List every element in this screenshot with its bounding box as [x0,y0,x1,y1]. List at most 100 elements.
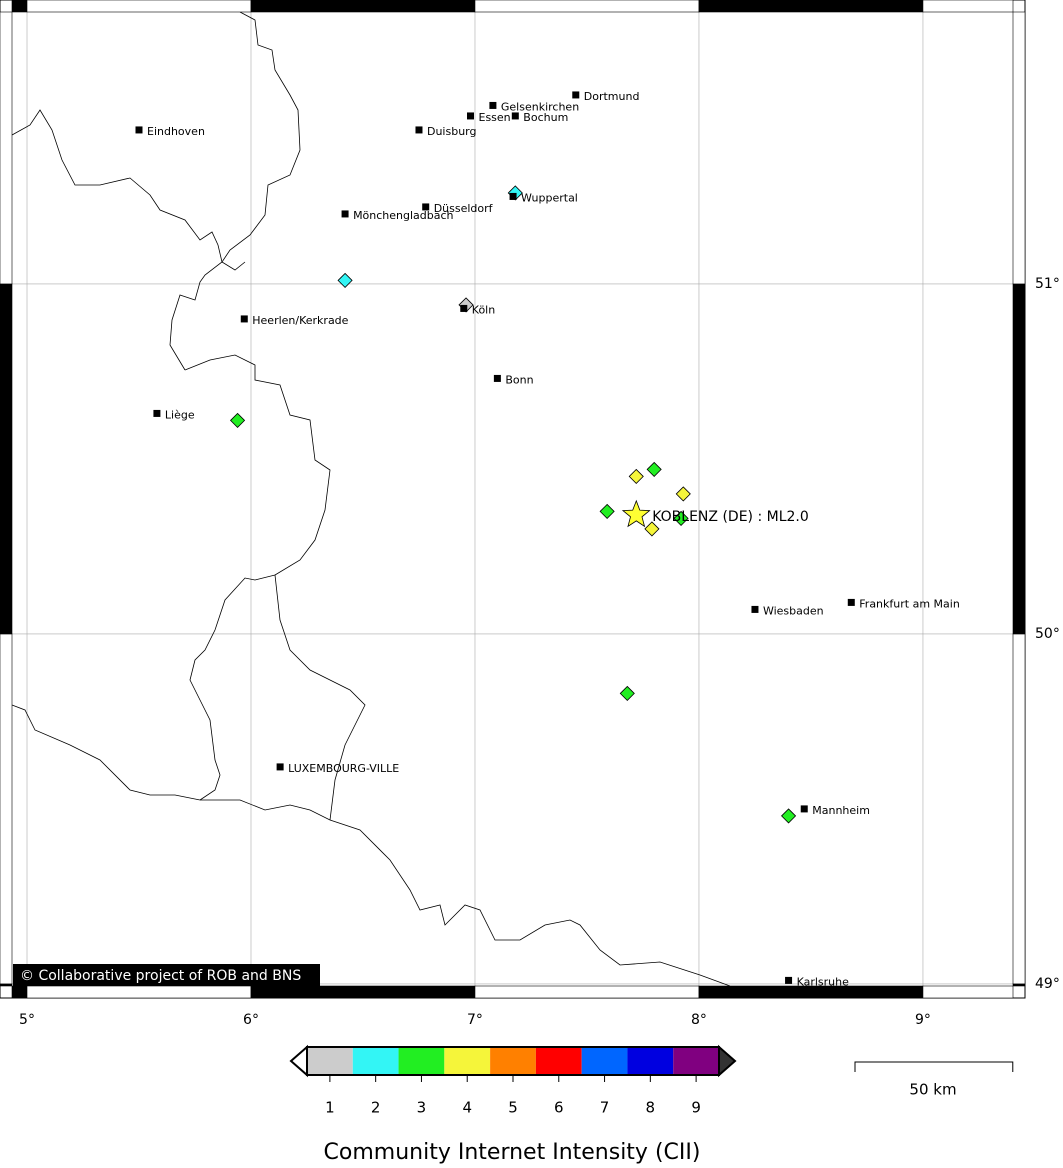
border [200,799,731,987]
frame-segment [250,0,476,13]
legend-swatch [673,1047,719,1075]
legend-swatch [307,1047,353,1075]
lon-label: 6° [243,1012,259,1028]
city-marker [509,192,517,200]
city-marker [785,976,793,984]
frame-segment [922,985,1014,999]
frame-segment [0,11,13,285]
frame-segment [474,985,700,999]
border [184,354,331,576]
city-marker [153,409,161,417]
frame-segment [0,283,13,635]
legend-swatch [581,1047,628,1075]
frame-segment [1012,983,1026,987]
lon-label: 5° [19,1012,35,1028]
city-label: Wuppertal [521,191,578,204]
city-marker [467,112,475,120]
city-label: Frankfurt am Main [859,597,960,610]
lon-label: 7° [467,1012,483,1028]
intensity-report [229,412,246,428]
lon-label: 9° [915,1012,931,1028]
intensity-report [644,521,660,537]
lat-label: 49° [1035,976,1060,992]
frame-segment [26,0,252,13]
city-label: Bonn [505,373,533,386]
city-label: Düsseldorf [434,202,494,215]
intensity-report [675,486,691,502]
border [221,11,301,271]
frame-border [0,0,1026,999]
legend-label: 1 [325,1099,335,1117]
city-label: Mönchengladbach [353,209,453,222]
legend-label: 5 [508,1099,518,1117]
city-marker [415,126,423,134]
city-marker [240,315,248,323]
credit-box [13,964,320,986]
lat-label: 51° [1035,276,1060,292]
intensity-report [673,510,689,526]
city-label: Eindhoven [147,125,205,138]
frame-segment [11,985,28,999]
legend-swatch [627,1047,674,1075]
legend-swatch [444,1047,491,1075]
frame-segment [1012,633,1026,985]
frame-segment [26,985,252,999]
legend-outline [306,1046,720,1076]
city-label: Dortmund [584,90,640,103]
city-label: Bochum [523,111,568,124]
legend-arrow [718,1044,737,1078]
city-label: Gelsenkirchen [501,100,579,113]
credit: © Collaborative project of ROB and BNS [20,968,301,984]
border [189,574,276,801]
intensity-report [646,461,662,477]
city-marker [751,605,759,613]
city-marker [135,126,143,134]
city-marker [460,304,468,312]
city-marker [800,805,808,813]
city-label: Liège [165,408,195,421]
city-marker [422,203,430,211]
lat-label: 50° [1035,626,1060,642]
legend-swatch [398,1047,445,1075]
frame-segment [474,0,700,13]
borders [11,11,731,987]
legend-label: 8 [646,1099,656,1117]
intensity-report [619,685,635,701]
legend-label: 9 [691,1099,701,1117]
city-label: Duisburg [427,125,477,138]
frame-segment [1012,283,1026,635]
city-label: LUXEMBOURG-VILLE [288,762,399,775]
frame-segment [250,985,476,999]
frame-segment [1012,11,1026,285]
legend-label: 3 [417,1099,427,1117]
legend-swatch [352,1047,399,1075]
legend-arrow [289,1044,308,1078]
lon-label: 8° [691,1012,707,1028]
city-marker [511,112,519,120]
city-marker [489,101,497,109]
city-label: Mannheim [812,804,870,817]
city-label: Heerlen/Kerkrade [252,314,348,327]
frame-segment [0,633,13,985]
border [11,109,223,371]
frame-segment [0,983,13,987]
city-label: Wiesbaden [763,604,824,617]
frame-segment [922,0,1014,13]
intensity-report [628,468,644,484]
city-label: Karlsruhe [797,975,850,988]
intensity-report [599,503,615,519]
legend-swatch [490,1047,536,1075]
city-marker [341,210,349,218]
legend-label: 6 [554,1099,564,1117]
epicenter [621,499,651,528]
city-marker [276,763,284,771]
legend-label: 2 [371,1099,381,1117]
city-marker [572,91,580,99]
legend-title: Community Internet Intensity (CII) [324,1140,701,1165]
border [11,704,201,801]
scale-bar [854,1061,1014,1072]
intensity-report [780,808,797,824]
map-frame [0,0,1026,999]
